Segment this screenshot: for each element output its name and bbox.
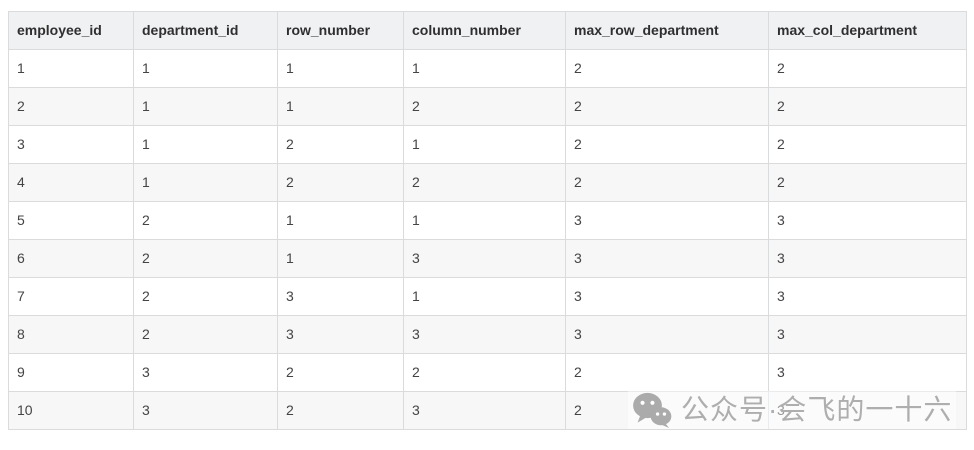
table-cell: 1 bbox=[277, 239, 404, 278]
table-cell: 2 bbox=[768, 87, 967, 126]
result-table: employee_id department_id row_number column… bbox=[8, 11, 967, 430]
table-cell: 2 bbox=[133, 315, 278, 354]
table-cell: 2 bbox=[133, 201, 278, 240]
table-cell: 3 bbox=[768, 201, 967, 240]
table-cell: 2 bbox=[8, 87, 134, 126]
table-cell: 2 bbox=[277, 353, 404, 392]
table-cell: 2 bbox=[133, 277, 278, 316]
table-cell: 2 bbox=[277, 163, 404, 202]
table-cell: 6 bbox=[8, 239, 134, 278]
column-header: max_col_department bbox=[768, 11, 967, 50]
table-cell: 5 bbox=[8, 201, 134, 240]
table-cell: 2 bbox=[565, 49, 769, 88]
table-cell: 3 bbox=[133, 353, 278, 392]
table-cell: 3 bbox=[403, 239, 566, 278]
table-cell: 1 bbox=[133, 87, 278, 126]
table-cell: 9 bbox=[8, 353, 134, 392]
column-header: employee_id bbox=[8, 11, 134, 50]
table-cell: 1 bbox=[403, 125, 566, 164]
table-cell: 4 bbox=[8, 163, 134, 202]
table-cell: 3 bbox=[277, 315, 404, 354]
table-cell: 1 bbox=[133, 163, 278, 202]
result-table-container: employee_id department_id row_number column… bbox=[8, 11, 967, 430]
column-header: department_id bbox=[133, 11, 278, 50]
table-cell: 3 bbox=[768, 239, 967, 278]
column-header: max_row_department bbox=[565, 11, 769, 50]
table-cell: 2 bbox=[403, 87, 566, 126]
table-cell: 8 bbox=[8, 315, 134, 354]
table-cell: 1 bbox=[403, 201, 566, 240]
table-header-row: employee_id department_id row_number column… bbox=[8, 11, 967, 50]
table-cell: 2 bbox=[277, 391, 404, 430]
table-cell: 3 bbox=[403, 391, 566, 430]
table-cell: 2 bbox=[768, 49, 967, 88]
table-cell: 2 bbox=[565, 391, 769, 430]
table-cell: 3 bbox=[565, 201, 769, 240]
table-cell: 1 bbox=[277, 87, 404, 126]
table-cell: 1 bbox=[133, 49, 278, 88]
table-cell: 7 bbox=[8, 277, 134, 316]
table-cell: 1 bbox=[403, 49, 566, 88]
table-cell: 10 bbox=[8, 391, 134, 430]
table-cell: 1 bbox=[403, 277, 566, 316]
table-cell: 2 bbox=[768, 125, 967, 164]
table-cell: 2 bbox=[565, 163, 769, 202]
table-cell: 3 bbox=[768, 391, 967, 430]
table-cell: 3 bbox=[8, 125, 134, 164]
table-cell: 3 bbox=[565, 277, 769, 316]
table-cell: 2 bbox=[565, 353, 769, 392]
table-cell: 3 bbox=[565, 239, 769, 278]
column-header: row_number bbox=[277, 11, 404, 50]
table-cell: 3 bbox=[768, 353, 967, 392]
table-cell: 1 bbox=[133, 125, 278, 164]
table-cell: 1 bbox=[277, 49, 404, 88]
table-cell: 1 bbox=[277, 201, 404, 240]
table-cell: 2 bbox=[403, 353, 566, 392]
table-cell: 3 bbox=[768, 315, 967, 354]
table-cell: 3 bbox=[133, 391, 278, 430]
table-row: 10 3 2 3 2 3 bbox=[8, 391, 967, 430]
table-cell: 1 bbox=[8, 49, 134, 88]
column-header: column_number bbox=[403, 11, 566, 50]
table-cell: 3 bbox=[277, 277, 404, 316]
table-cell: 2 bbox=[565, 87, 769, 126]
table-cell: 2 bbox=[565, 125, 769, 164]
table-cell: 2 bbox=[277, 125, 404, 164]
table-cell: 3 bbox=[403, 315, 566, 354]
table-cell: 3 bbox=[768, 277, 967, 316]
table-cell: 2 bbox=[133, 239, 278, 278]
table-cell: 2 bbox=[403, 163, 566, 202]
table-cell: 3 bbox=[565, 315, 769, 354]
table-cell: 2 bbox=[768, 163, 967, 202]
